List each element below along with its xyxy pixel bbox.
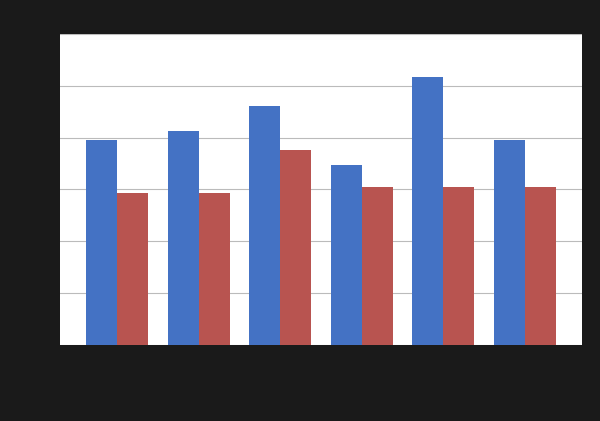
Bar <box>525 187 556 345</box>
Bar <box>362 187 393 345</box>
Bar <box>199 193 230 345</box>
Bar <box>280 149 311 345</box>
Bar <box>167 131 199 345</box>
Bar <box>86 140 117 345</box>
Bar <box>494 140 525 345</box>
Bar <box>117 193 148 345</box>
Bar <box>249 106 280 345</box>
Bar <box>412 77 443 345</box>
Bar <box>331 165 362 345</box>
Bar <box>443 187 475 345</box>
